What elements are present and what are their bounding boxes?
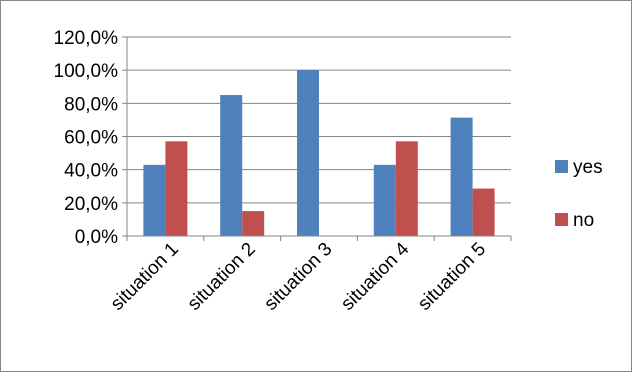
x-tick-label: situation 3 <box>260 239 336 315</box>
y-tick-label: 0,0% <box>75 227 118 248</box>
legend-swatch-no <box>555 213 568 226</box>
y-tick-labels: 0,0% 20,0% 40,0% 60,0% 80,0% 100,0% 120,0% <box>54 28 119 248</box>
legend: yes no <box>555 157 603 231</box>
bar-no-2 <box>242 211 265 236</box>
bar-no-4 <box>395 141 418 236</box>
axes <box>122 36 512 241</box>
x-tick-label: situation 5 <box>414 239 490 315</box>
bar-yes-4 <box>373 164 396 236</box>
x-tick-label: situation 4 <box>337 238 413 314</box>
legend-label-no: no <box>573 210 594 231</box>
x-tick-labels: situation 1 situation 2 situation 3 situati… <box>107 238 490 314</box>
bar-yes-5 <box>450 117 473 236</box>
x-tick-label: situation 2 <box>184 239 260 315</box>
y-tick-label: 40,0% <box>64 161 118 182</box>
y-tick-label: 80,0% <box>64 94 118 115</box>
bar-yes-1 <box>143 164 166 236</box>
y-tick-label: 100,0% <box>54 61 119 82</box>
legend-swatch-yes <box>555 160 568 173</box>
y-tick-label: 120,0% <box>54 28 119 49</box>
bar-yes-3 <box>297 70 319 237</box>
bar-yes-2 <box>220 95 243 237</box>
y-tick-label: 60,0% <box>64 128 118 149</box>
bars <box>143 70 495 237</box>
x-tick-label: situation 1 <box>107 239 183 315</box>
bar-no-5 <box>472 188 495 236</box>
legend-label-yes: yes <box>573 157 603 178</box>
y-tick-label: 20,0% <box>64 194 118 215</box>
bar-no-1 <box>165 141 188 236</box>
